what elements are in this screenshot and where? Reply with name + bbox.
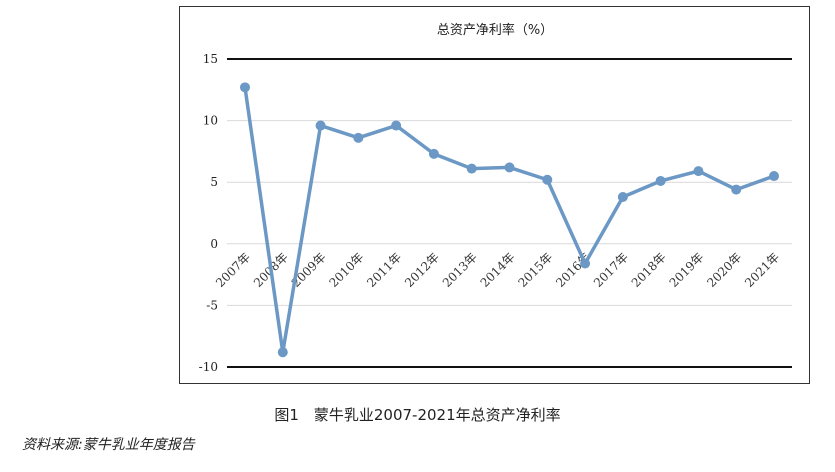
y-tick-label: 15 (203, 52, 218, 66)
y-tick-label: -10 (199, 360, 218, 374)
x-tick-label: 2016年 (553, 250, 593, 290)
x-tick-label: 2013年 (440, 250, 480, 290)
y-tick-label: 0 (210, 237, 218, 251)
data-point (580, 258, 591, 269)
data-point (315, 120, 326, 131)
data-point (353, 132, 364, 143)
data-point (240, 82, 250, 93)
data-point (277, 347, 288, 358)
y-tick-label: 5 (210, 175, 218, 189)
x-tick-label: 2014年 (478, 250, 518, 290)
x-tick-label: 2010年 (326, 250, 366, 290)
data-point (693, 166, 704, 177)
x-tick-label: 2012年 (402, 250, 442, 290)
data-point (466, 163, 477, 174)
figure-caption: 图1 蒙牛乳业2007-2021年总资产净利率 (274, 406, 561, 424)
x-tick-label: 2011年 (364, 250, 404, 290)
x-tick-label: 2018年 (629, 250, 669, 290)
y-tick-label: -5 (206, 298, 218, 312)
source-note: 资料来源:蒙牛乳业年度报告 (22, 437, 195, 453)
chart-frame (179, 6, 810, 384)
x-tick-label: 2007年 (213, 250, 253, 290)
data-point (391, 120, 402, 131)
chart-title: 总资产净利率（%） (437, 22, 553, 38)
data-point (617, 191, 628, 202)
data-point (542, 174, 553, 185)
x-tick-label: 2021年 (742, 250, 782, 290)
x-tick-label: 2015年 (515, 250, 555, 290)
data-point (428, 148, 439, 159)
x-tick-label: 2020年 (704, 250, 744, 290)
data-point (731, 184, 742, 195)
x-tick-label: 2017年 (591, 250, 631, 290)
data-point (504, 162, 515, 173)
data-point (769, 171, 779, 182)
y-tick-label: 10 (203, 114, 218, 128)
x-tick-label: 2019年 (667, 250, 707, 290)
data-point (655, 175, 666, 186)
